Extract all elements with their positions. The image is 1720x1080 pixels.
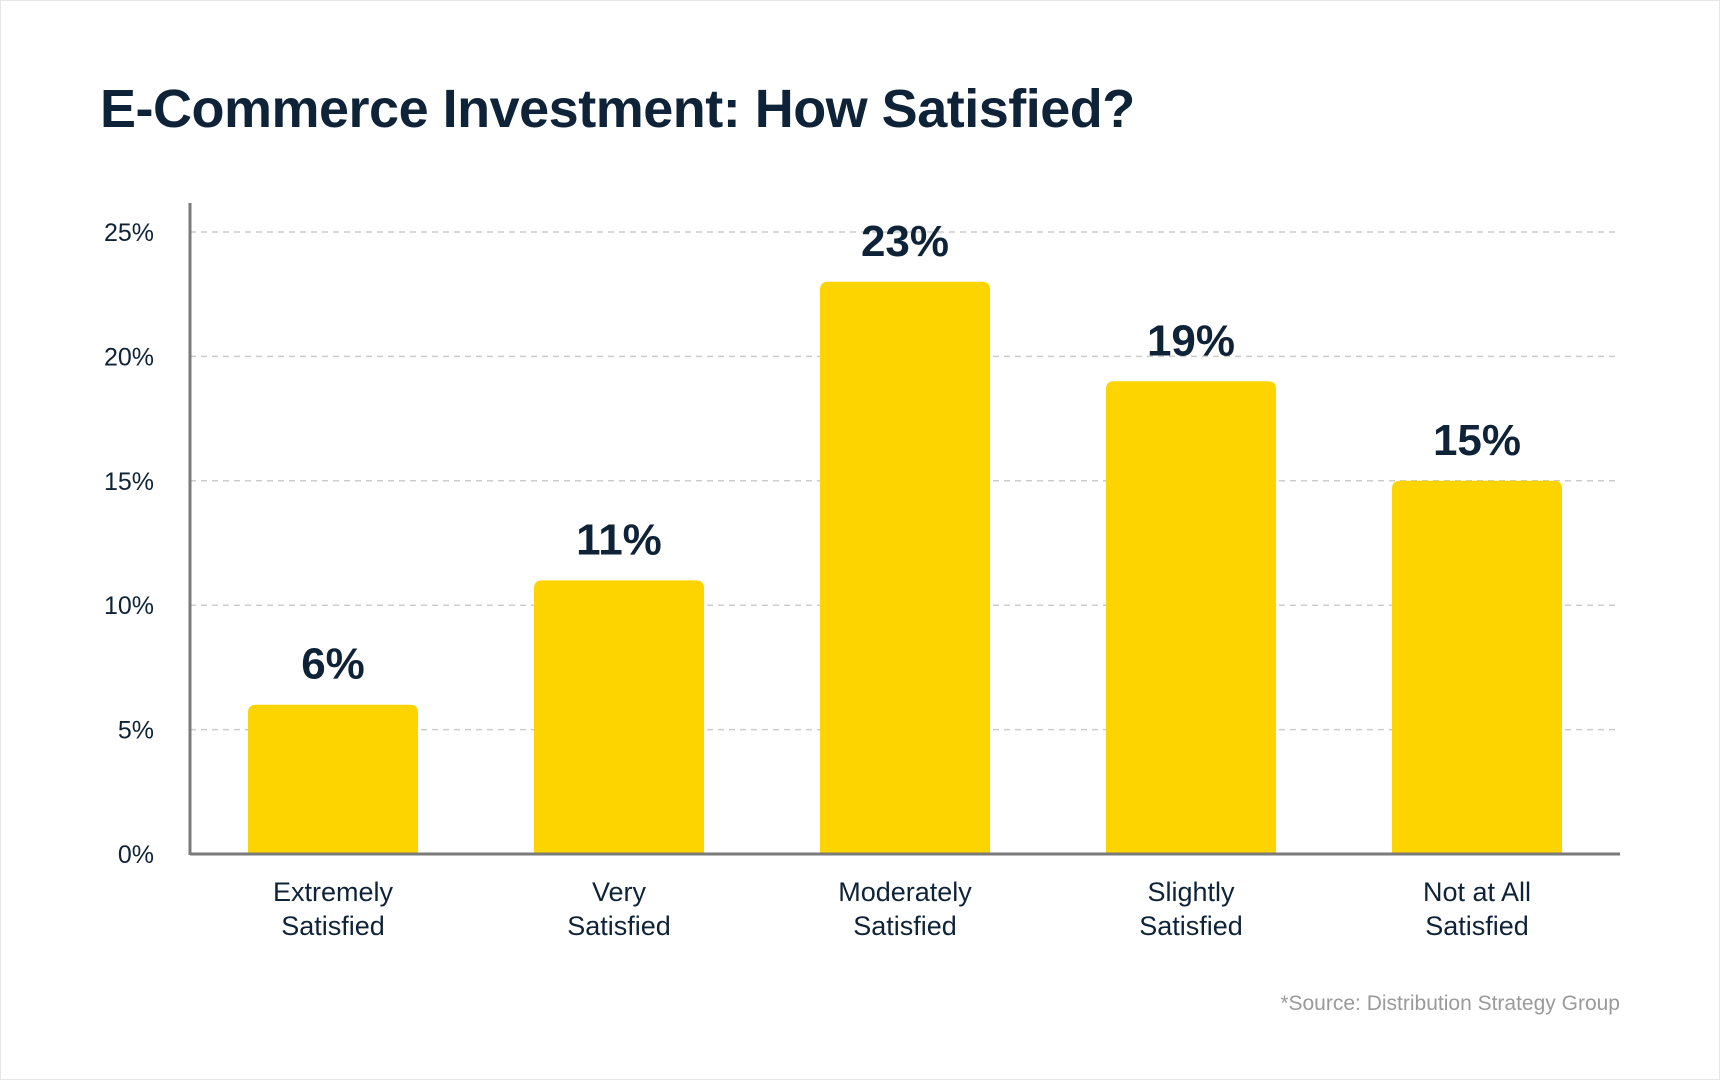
x-tick-label: Moderately (838, 877, 972, 907)
data-label: 11% (576, 515, 662, 564)
bar (1392, 480, 1562, 854)
y-tick-label: 5% (118, 717, 154, 745)
y-tick-label: 0% (118, 841, 154, 869)
chart-title: E-Commerce Investment: How Satisfied? (100, 79, 1135, 139)
x-tick-label: Very (592, 877, 647, 907)
x-tick-label: Slightly (1147, 877, 1235, 907)
axes (188, 203, 1620, 856)
data-labels: 6% 11% 23% 19% 15% (301, 217, 1521, 689)
y-axis-ticks: 0% 5% 10% 15% 20% 25% (104, 219, 154, 869)
x-tick-label: Satisfied (853, 911, 957, 941)
data-label: 6% (301, 640, 365, 689)
x-tick-label: Extremely (273, 877, 394, 907)
x-tick-label: Satisfied (567, 911, 671, 941)
y-tick-label: 20% (104, 343, 154, 371)
source-note: *Source: Distribution Strategy Group (1280, 992, 1620, 1015)
x-tick-label: Satisfied (281, 911, 385, 941)
x-tick-label: Satisfied (1139, 911, 1243, 941)
bar (820, 281, 990, 854)
bar (1106, 381, 1276, 854)
data-label: 19% (1147, 316, 1235, 365)
bar (534, 580, 704, 854)
y-tick-label: 15% (104, 468, 154, 496)
x-tick-label: Not at All (1423, 877, 1531, 907)
bar (248, 704, 418, 854)
y-tick-label: 25% (104, 219, 154, 247)
data-label: 23% (861, 217, 949, 266)
x-axis-ticks: Extremely Satisfied Very Satisfied Moderatel… (273, 877, 1531, 941)
data-label: 15% (1433, 416, 1521, 465)
y-tick-label: 10% (104, 592, 154, 620)
x-tick-label: Satisfied (1425, 911, 1529, 941)
bars (248, 281, 1562, 854)
